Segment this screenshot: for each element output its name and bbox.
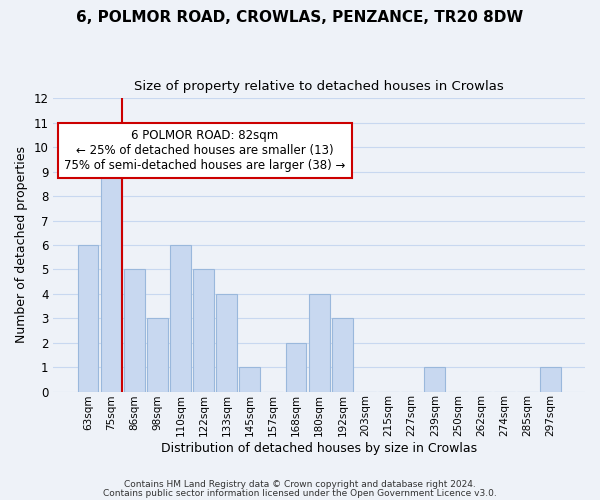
Bar [193, 270, 214, 392]
Title: Size of property relative to detached houses in Crowlas: Size of property relative to detached ho… [134, 80, 504, 93]
Bar [540, 367, 561, 392]
Bar [147, 318, 168, 392]
Bar [424, 367, 445, 392]
Bar [77, 245, 98, 392]
Bar [217, 294, 237, 392]
Y-axis label: Number of detached properties: Number of detached properties [15, 146, 28, 344]
Bar [239, 367, 260, 392]
Text: Contains public sector information licensed under the Open Government Licence v3: Contains public sector information licen… [103, 490, 497, 498]
Bar [309, 294, 329, 392]
X-axis label: Distribution of detached houses by size in Crowlas: Distribution of detached houses by size … [161, 442, 477, 455]
Text: 6, POLMOR ROAD, CROWLAS, PENZANCE, TR20 8DW: 6, POLMOR ROAD, CROWLAS, PENZANCE, TR20 … [76, 10, 524, 25]
Bar [124, 270, 145, 392]
Bar [101, 147, 122, 392]
Text: Contains HM Land Registry data © Crown copyright and database right 2024.: Contains HM Land Registry data © Crown c… [124, 480, 476, 489]
Bar [286, 342, 307, 392]
Bar [332, 318, 353, 392]
Text: 6 POLMOR ROAD: 82sqm
← 25% of detached houses are smaller (13)
75% of semi-detac: 6 POLMOR ROAD: 82sqm ← 25% of detached h… [64, 129, 346, 172]
Bar [170, 245, 191, 392]
